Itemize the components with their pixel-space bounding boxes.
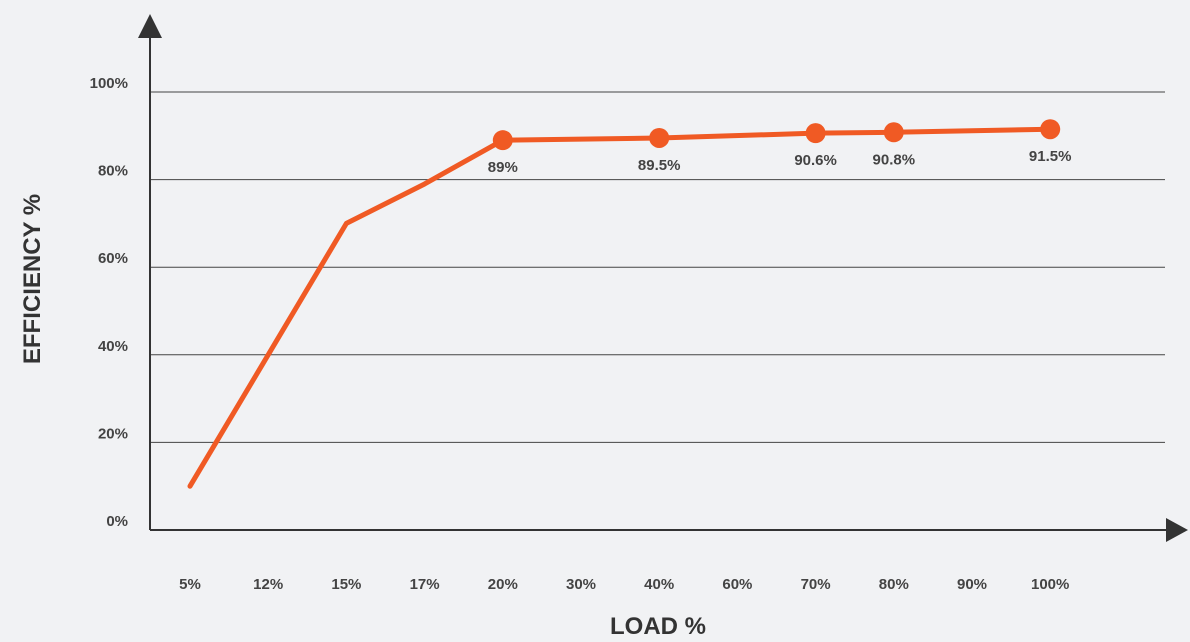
x-tick-label: 40% [644,576,674,593]
data-label: 89% [488,159,518,176]
data-label: 90.6% [794,152,837,169]
x-tick-label: 17% [410,576,440,593]
y-axis-arrow [138,14,162,38]
y-tick-label: 100% [90,75,128,92]
x-tick-label: 20% [488,576,518,593]
axes [138,14,1188,542]
data-point [649,127,670,148]
x-tick-label: 5% [179,576,201,593]
x-tick-label: 100% [1031,576,1069,593]
series: 89% 89.5% 90.6% 90.8% 91.5% [187,119,1072,489]
x-tick-label: 90% [957,576,987,593]
efficiency-line [187,126,1053,489]
data-label: 89.5% [638,157,681,174]
x-tick-labels: 5% 12% 15% 17% 20% 30% 40% 60% 70% 80% 90% 100% [179,576,1069,593]
x-tick-label: 12% [253,576,283,593]
data-point [805,123,826,144]
y-tick-label: 60% [98,250,128,267]
x-tick-label: 70% [801,576,831,593]
y-axis-title: EFFICIENCY % [19,194,46,364]
data-label: 90.8% [873,151,916,168]
data-label: 91.5% [1029,148,1072,165]
y-tick-label: 0% [106,513,128,530]
x-tick-label: 80% [879,576,909,593]
x-tick-label: 30% [566,576,596,593]
y-tick-labels: 0% 20% 40% 60% 80% 100% [90,75,128,530]
data-point [883,122,904,143]
y-tick-label: 80% [98,163,128,180]
data-point [1040,119,1061,140]
y-tick-label: 40% [98,338,128,355]
y-tick-label: 20% [98,425,128,442]
x-axis-title: LOAD % [610,613,706,640]
data-point [492,130,513,151]
x-axis-arrow [1166,518,1188,542]
x-tick-label: 15% [331,576,361,593]
x-tick-label: 60% [722,576,752,593]
